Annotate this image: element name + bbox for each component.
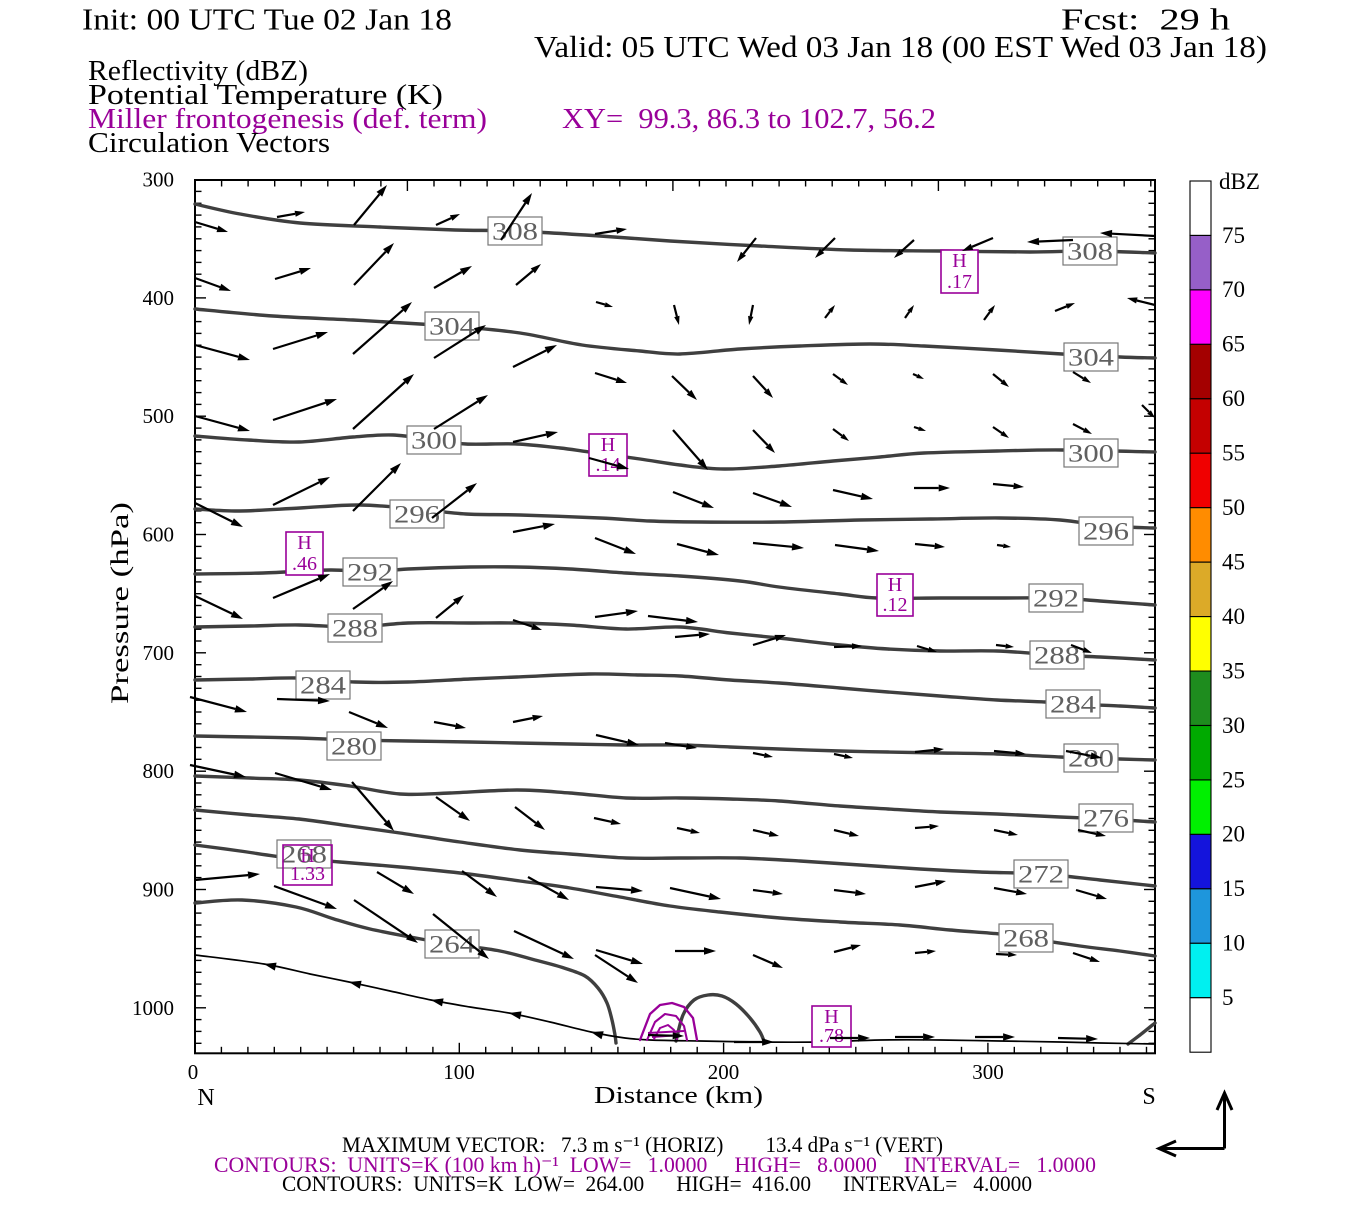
svg-text:100: 100 [443, 1060, 475, 1084]
svg-text:MAXIMUM VECTOR: 7.3 m s⁻¹ (H: MAXIMUM VECTOR: 7.3 m s⁻¹ (HORIZ) 13.4 d… [342, 1132, 943, 1157]
svg-text:1.33: 1.33 [290, 863, 325, 885]
svg-text:500: 500 [143, 404, 175, 428]
svg-text:268: 268 [281, 842, 327, 869]
svg-text:700: 700 [143, 641, 175, 665]
svg-text:20: 20 [1222, 822, 1245, 847]
svg-text:10: 10 [1222, 931, 1245, 956]
svg-text:15: 15 [1222, 876, 1245, 901]
svg-text:308: 308 [1067, 239, 1113, 266]
svg-text:CONTOURS: UNITS=K LOW= 264.: CONTOURS: UNITS=K LOW= 264.00 HIGH= 416.… [282, 1171, 1032, 1196]
svg-text:0: 0 [188, 1060, 199, 1084]
svg-text:S: S [1142, 1084, 1155, 1110]
svg-text:Valid: 05 UTC Wed 03 Jan 18 (0: Valid: 05 UTC Wed 03 Jan 18 (00 EST Wed … [534, 29, 1267, 64]
svg-text:65: 65 [1222, 332, 1245, 357]
svg-text:N: N [197, 1085, 214, 1111]
svg-text:40: 40 [1222, 604, 1245, 629]
svg-text:55: 55 [1222, 441, 1245, 466]
svg-text:dBZ: dBZ [1219, 169, 1260, 194]
svg-text:60: 60 [1222, 386, 1245, 411]
svg-text:300: 300 [972, 1060, 1004, 1084]
svg-text:900: 900 [143, 877, 175, 901]
svg-text:304: 304 [1068, 345, 1115, 372]
svg-text:50: 50 [1222, 495, 1245, 520]
svg-text:300: 300 [1068, 441, 1114, 468]
svg-text:25: 25 [1222, 767, 1245, 792]
svg-text:H: H [824, 1006, 838, 1028]
svg-text:300: 300 [143, 168, 175, 192]
svg-text:288: 288 [1034, 643, 1080, 670]
svg-text:75: 75 [1222, 223, 1245, 248]
svg-text:292: 292 [1033, 586, 1079, 613]
svg-text:Potential Temperature (K): Potential Temperature (K) [88, 79, 443, 111]
svg-text:H: H [297, 532, 311, 554]
svg-text:.78: .78 [819, 1025, 844, 1047]
svg-text:284: 284 [300, 673, 347, 700]
svg-text:292: 292 [347, 560, 393, 587]
svg-text:Init: 00 UTC Tue 02 Jan 18: Init: 00 UTC Tue 02 Jan 18 [82, 2, 452, 37]
svg-text:280: 280 [331, 734, 377, 761]
svg-text:.46: .46 [292, 553, 317, 575]
svg-text:.17: .17 [947, 271, 972, 293]
svg-text:Circulation Vectors: Circulation Vectors [88, 127, 330, 159]
svg-text:5: 5 [1222, 985, 1234, 1010]
svg-text:Pressure (hPa): Pressure (hPa) [107, 502, 134, 704]
svg-text:Fcst: 29 h: Fcst: 29 h [1061, 2, 1231, 37]
svg-text:600: 600 [143, 523, 175, 547]
svg-text:264: 264 [429, 932, 476, 959]
svg-text:284: 284 [1050, 692, 1097, 719]
svg-text:Miller frontogenesis (def. ter: Miller frontogenesis (def. term) [88, 103, 487, 135]
svg-text:276: 276 [1083, 806, 1129, 833]
svg-text:200: 200 [708, 1060, 740, 1084]
svg-text:1000: 1000 [132, 996, 174, 1020]
svg-text:296: 296 [1083, 519, 1129, 546]
svg-text:400: 400 [143, 286, 175, 310]
svg-text:.12: .12 [883, 594, 908, 616]
svg-text:H: H [601, 434, 615, 456]
svg-text:296: 296 [394, 502, 440, 529]
svg-text:H: H [952, 250, 966, 272]
svg-text:H: H [300, 845, 314, 867]
svg-text:CONTOURS: UNITS=K (100 km h)⁻: CONTOURS: UNITS=K (100 km h)⁻¹ LOW= 1.00… [214, 1152, 1096, 1177]
svg-text:.14: .14 [596, 454, 621, 476]
svg-text:Distance (km): Distance (km) [594, 1083, 763, 1109]
svg-text:70: 70 [1222, 277, 1245, 302]
svg-text:XY= 99.3, 86.3 to 102.7, 56.2: XY= 99.3, 86.3 to 102.7, 56.2 [562, 103, 936, 135]
svg-text:45: 45 [1222, 549, 1245, 574]
svg-text:268: 268 [1003, 926, 1049, 953]
svg-text:H: H [888, 574, 902, 596]
svg-text:Reflectivity (dBZ): Reflectivity (dBZ) [88, 55, 308, 87]
svg-text:288: 288 [332, 616, 378, 643]
svg-text:800: 800 [143, 759, 175, 783]
svg-text:308: 308 [492, 219, 538, 246]
svg-text:272: 272 [1018, 862, 1064, 889]
svg-text:300: 300 [411, 428, 457, 455]
svg-text:35: 35 [1222, 658, 1245, 683]
svg-text:30: 30 [1222, 713, 1245, 738]
